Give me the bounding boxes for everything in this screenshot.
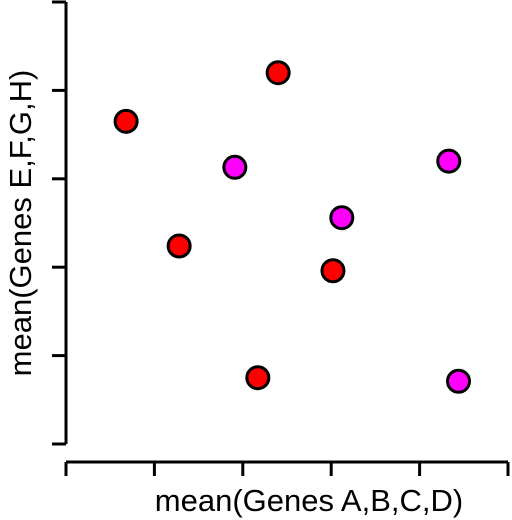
data-point-series1-1 (436, 148, 462, 174)
x-axis-ticks (64, 462, 510, 476)
data-point-series0-1 (265, 60, 291, 86)
data-points (113, 60, 471, 394)
data-point-series0-2 (166, 233, 192, 259)
data-point-series0-3 (320, 258, 346, 284)
data-point-series0-0 (113, 108, 139, 134)
data-point-series1-2 (329, 205, 355, 231)
data-point-series0-4 (245, 365, 271, 391)
y-axis-label: mean(Genes E,F,G,H) (3, 70, 38, 377)
data-point-series1-0 (222, 154, 248, 180)
y-axis-ticks (52, 0, 66, 446)
x-axis-label: mean(Genes A,B,C,D) (155, 483, 463, 518)
data-point-series1-3 (445, 368, 471, 394)
